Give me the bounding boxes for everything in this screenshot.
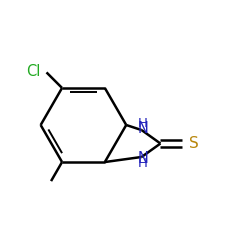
Text: H: H bbox=[138, 118, 148, 130]
Text: N: N bbox=[138, 151, 148, 166]
Text: Cl: Cl bbox=[26, 64, 40, 79]
Text: H: H bbox=[138, 156, 148, 170]
Text: S: S bbox=[189, 136, 199, 151]
Text: N: N bbox=[138, 121, 148, 136]
